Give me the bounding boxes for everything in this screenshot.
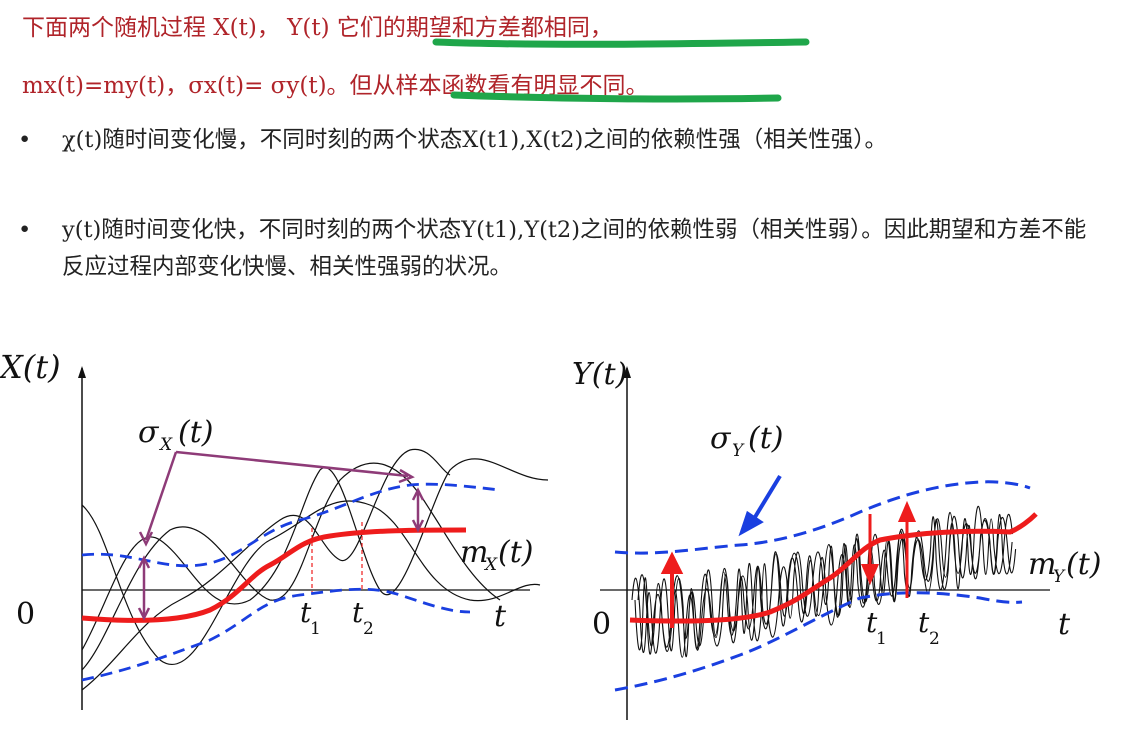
svg-text:2: 2 xyxy=(929,629,940,649)
left-y-axis-label: X(t) xyxy=(0,348,61,386)
right-plot: Y(t) σ Y (t) m Y (t) 0 t t 1 t 2 xyxy=(572,357,1101,720)
svg-text:Y: Y xyxy=(732,441,745,461)
bullet-marker: • xyxy=(18,127,32,153)
svg-text:t: t xyxy=(866,606,878,639)
left-sigma-upper-band xyxy=(81,482,501,568)
right-sigma-label: σ Y (t) xyxy=(710,421,783,461)
svg-text:m: m xyxy=(460,535,488,570)
svg-text:t: t xyxy=(918,606,930,639)
right-sigma-upper-band xyxy=(614,480,1031,555)
left-mean-label: m X (t) xyxy=(460,535,533,575)
right-y-axis-label: Y(t) xyxy=(572,357,627,392)
svg-text:1: 1 xyxy=(876,629,887,649)
left-mean-curve xyxy=(81,527,467,623)
header-line-1: 下面两个随机过程 X(t)， Y(t) 它们的期望和方差都相同， xyxy=(22,15,613,41)
bullet-item-2: • y(t)随时间变化快，不同时刻的两个状态Y(t1),Y(t2)之间的依赖性弱… xyxy=(18,212,1108,286)
left-sigma-label: σ X (t) xyxy=(138,415,213,455)
left-plot: X(t) σ X (t) m X (t) 0 t t 1 t 2 xyxy=(0,348,549,710)
right-sigma-lower-band xyxy=(614,591,1023,692)
svg-text:(t): (t) xyxy=(178,415,213,450)
bullet-marker: • xyxy=(18,217,32,243)
left-x-axis-label: t xyxy=(494,599,507,634)
right-sigma-pointer xyxy=(738,474,782,537)
svg-text:Y: Y xyxy=(1053,567,1066,587)
highlight-underline-1 xyxy=(432,38,810,48)
right-zero-label: 0 xyxy=(592,607,611,642)
right-sample-curves xyxy=(631,505,1017,658)
bullet-text: y(t)随时间变化快，不同时刻的两个状态Y(t1),Y(t2)之间的依赖性弱（相… xyxy=(62,217,1087,280)
svg-text:(t): (t) xyxy=(498,535,533,570)
right-mean-label: m Y (t) xyxy=(1028,547,1101,587)
svg-text:t: t xyxy=(352,596,364,629)
right-t2-label: t 2 xyxy=(918,606,940,649)
right-y-axis-arrow xyxy=(623,366,631,378)
left-sample-curves xyxy=(81,448,549,691)
svg-text:(t): (t) xyxy=(1066,547,1101,582)
svg-text:2: 2 xyxy=(363,619,374,639)
right-sigma-arrows xyxy=(660,500,917,628)
svg-text:σ: σ xyxy=(138,415,160,450)
left-y-axis-arrow xyxy=(78,366,86,378)
highlight-underline-2 xyxy=(450,91,782,103)
left-t2-label: t 2 xyxy=(352,596,374,639)
svg-text:t: t xyxy=(300,596,312,629)
left-sigma-lower-band xyxy=(81,587,471,682)
right-mean-curve xyxy=(629,512,1038,624)
svg-text:1: 1 xyxy=(310,619,321,639)
svg-text:X: X xyxy=(483,555,498,575)
right-t1-label: t 1 xyxy=(866,606,887,649)
left-t1-label: t 1 xyxy=(300,596,321,639)
svg-text:X: X xyxy=(158,435,173,455)
left-zero-label: 0 xyxy=(16,597,35,632)
svg-text:m: m xyxy=(1028,547,1056,582)
right-x-axis-label: t xyxy=(1058,607,1071,642)
svg-text:(t): (t) xyxy=(748,421,783,456)
bullet-text: χ(t)随时间变化慢，不同时刻的两个状态X(t1),X(t2)之间的依赖性强（相… xyxy=(62,127,887,153)
svg-text:σ: σ xyxy=(710,421,732,456)
bullet-item-1: • χ(t)随时间变化慢，不同时刻的两个状态X(t1),X(t2)之间的依赖性强… xyxy=(18,122,1108,159)
left-sigma-annotation xyxy=(137,450,425,621)
